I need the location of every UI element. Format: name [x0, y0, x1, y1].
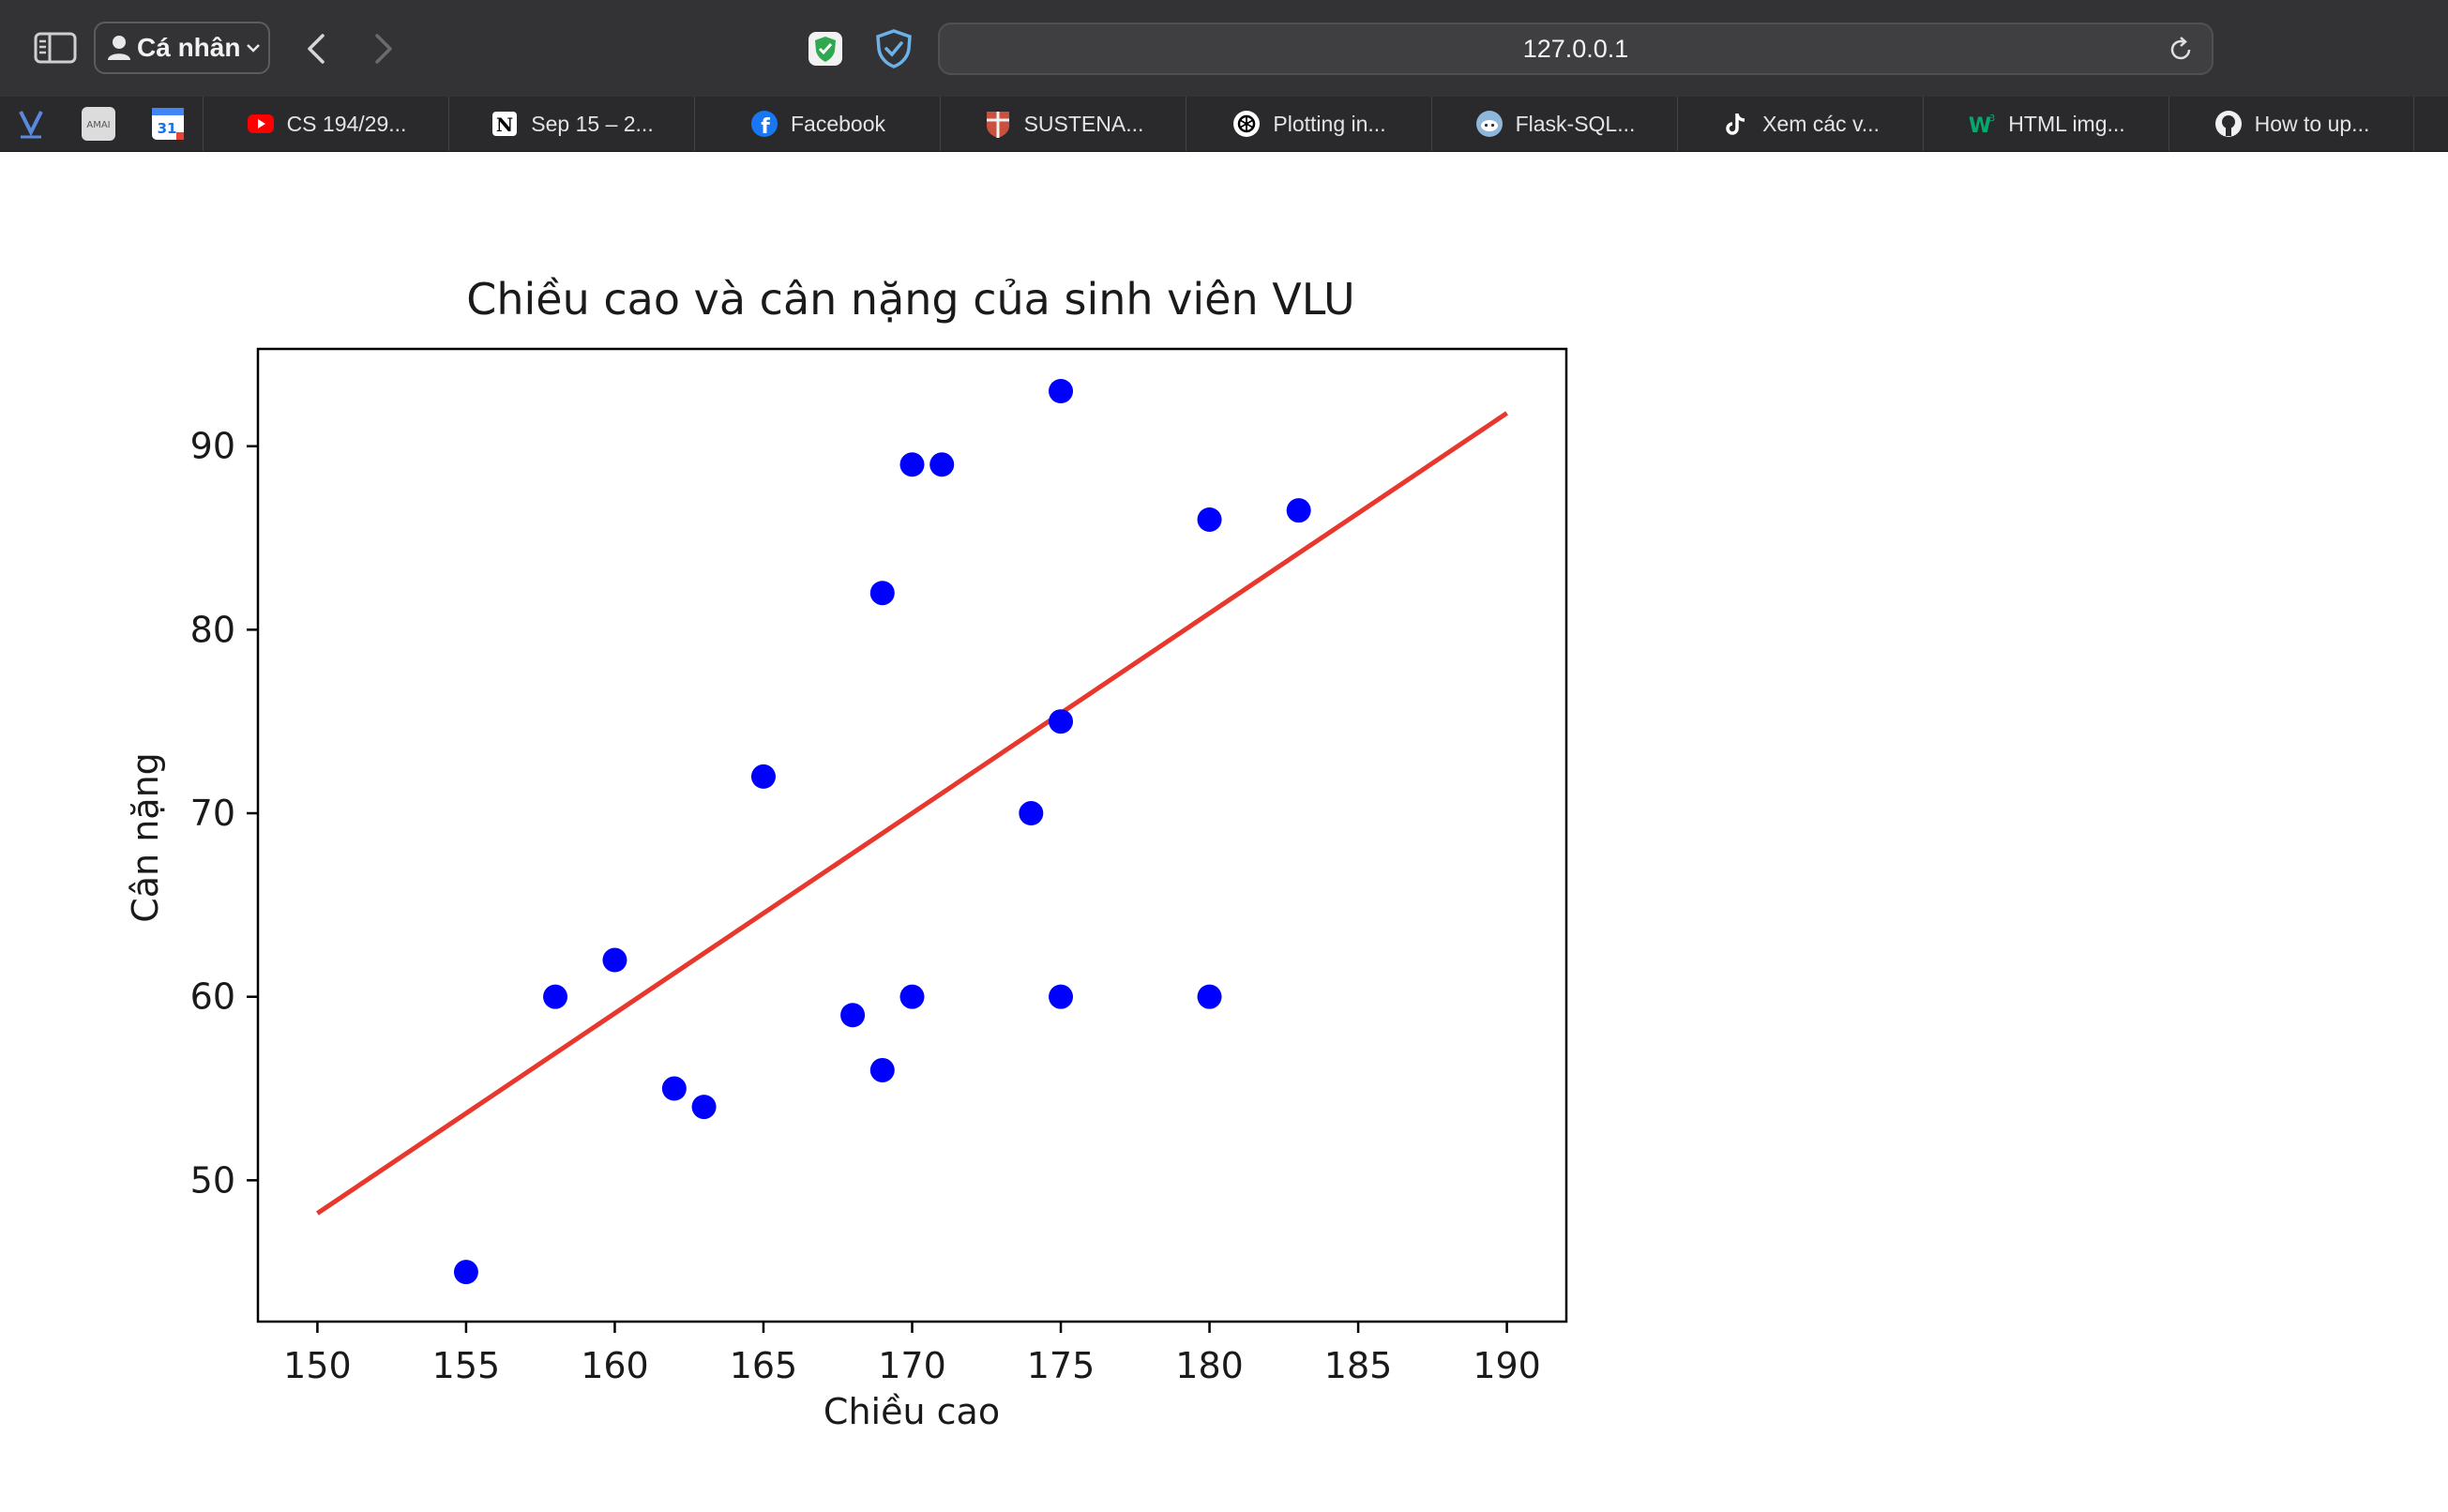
favorite-cambridge[interactable]: SUSTENA... — [940, 97, 1186, 151]
svg-text:W: W — [1969, 114, 1991, 138]
calendar-icon[interactable]: 31 — [150, 106, 186, 142]
scatter-chart: Chiều cao và cân nặng của sinh viên VLU … — [125, 274, 1568, 1432]
data-point — [840, 1003, 866, 1028]
data-point — [1049, 709, 1074, 734]
data-point — [750, 764, 776, 789]
y-tick-label: 70 — [190, 793, 235, 834]
data-point — [869, 1057, 895, 1082]
favorite-label: Facebook — [790, 111, 885, 136]
data-point — [869, 581, 895, 606]
favorite-youtube[interactable]: CS 194/29... — [203, 97, 448, 151]
x-tick-label: 180 — [1175, 1345, 1244, 1386]
url-text: 127.0.0.1 — [1522, 35, 1629, 63]
y-axis: 50 60 70 80 90 — [190, 426, 258, 1201]
address-bar[interactable]: 127.0.0.1 — [938, 23, 2214, 75]
data-point — [1197, 507, 1222, 532]
person-icon — [108, 36, 130, 60]
x-tick-label: 185 — [1324, 1345, 1393, 1386]
shield-check-icon[interactable] — [874, 28, 914, 69]
forward-button[interactable] — [364, 28, 401, 69]
plot-area — [256, 347, 1568, 1323]
favorite-label: HTML img... — [2008, 111, 2125, 136]
y-tick-label: 80 — [190, 609, 235, 650]
favorite-openai[interactable]: Plotting in... — [1186, 97, 1431, 151]
y-tick-label: 50 — [190, 1159, 235, 1201]
favorite-reddit[interactable]: Flask-SQL... — [1431, 97, 1677, 151]
favorites-bar: AMAI 31 CS 194/29... N Sep 15 – 2... f Faceb… — [0, 97, 2448, 152]
openai-icon — [1233, 111, 1261, 137]
x-tick-label: 155 — [432, 1345, 501, 1386]
data-point — [661, 1076, 687, 1101]
sidebar-toggle-icon[interactable] — [34, 32, 77, 64]
data-point — [543, 984, 568, 1009]
w3schools-icon: W3 — [1969, 113, 1995, 138]
data-point — [691, 1095, 717, 1120]
browser-toolbar: Cá nhân 127.0.0.1 — [0, 0, 2448, 97]
data-point — [899, 984, 925, 1009]
trend-line — [316, 411, 1508, 1216]
x-axis: 150 155 160 165 170 175 180 185 190 — [283, 1322, 1541, 1386]
tiktok-icon — [1726, 113, 1745, 135]
svg-text:f: f — [761, 115, 770, 139]
adblock-extension-icon[interactable] — [807, 30, 844, 68]
svg-text:N: N — [496, 113, 513, 136]
data-point — [1286, 498, 1311, 523]
favorite-label: Flask-SQL... — [1515, 111, 1636, 136]
profile-label: Cá nhân — [137, 33, 241, 62]
github-icon — [2214, 111, 2242, 137]
back-button[interactable] — [298, 28, 336, 69]
data-point — [929, 452, 955, 477]
favorite-label: SUSTENA... — [1023, 111, 1144, 136]
amai-text: AMAI — [86, 120, 110, 130]
calendar-day: 31 — [158, 120, 177, 137]
youtube-icon — [247, 114, 274, 133]
y-axis-label: Cân nặng — [125, 752, 166, 923]
reddit-icon — [1475, 111, 1503, 137]
y-tick-label: 60 — [190, 976, 235, 1018]
favorite-label: Xem các v... — [1762, 111, 1880, 136]
profile-button[interactable]: Cá nhân — [94, 22, 270, 74]
data-point — [453, 1260, 478, 1285]
facebook-icon: f — [750, 111, 778, 139]
favorite-label: Sep 15 – 2... — [531, 111, 654, 136]
data-point — [1197, 984, 1222, 1009]
data-point — [899, 452, 925, 477]
x-tick-label: 150 — [283, 1345, 352, 1386]
data-point — [602, 947, 627, 973]
x-tick-label: 175 — [1027, 1345, 1096, 1386]
amai-icon[interactable]: AMAI — [81, 106, 116, 142]
x-axis-label: Chiều cao — [824, 1391, 1000, 1432]
data-point — [1049, 984, 1074, 1009]
x-tick-label: 170 — [878, 1345, 946, 1386]
v-logo-icon[interactable] — [13, 106, 49, 142]
data-points — [453, 379, 1311, 1285]
x-tick-label: 190 — [1473, 1345, 1541, 1386]
y-tick-label: 90 — [190, 426, 235, 467]
x-tick-label: 165 — [730, 1345, 798, 1386]
svg-text:3: 3 — [1989, 113, 1995, 124]
cambridge-icon — [986, 112, 1009, 138]
notion-icon: N — [492, 112, 518, 136]
favorite-github[interactable]: How to up... — [2168, 97, 2414, 151]
reload-icon[interactable] — [2167, 36, 2195, 64]
x-tick-label: 160 — [581, 1345, 649, 1386]
data-point — [1019, 801, 1044, 826]
favorite-label: CS 194/29... — [286, 111, 407, 136]
favorite-w3schools[interactable]: W 3 HTML img... — [1923, 97, 2168, 151]
favorite-tiktok[interactable]: Xem các v... — [1677, 97, 1923, 151]
favorite-label: How to up... — [2254, 111, 2370, 136]
data-point — [1049, 379, 1074, 404]
favorite-notion[interactable]: N Sep 15 – 2... — [448, 97, 694, 151]
chevron-down-icon — [247, 44, 261, 53]
favorite-label: Plotting in... — [1273, 111, 1386, 136]
favorite-facebook[interactable]: f Facebook — [694, 97, 940, 151]
chart-title: Chiều cao và cân nặng của sinh viên VLU — [466, 274, 1354, 325]
